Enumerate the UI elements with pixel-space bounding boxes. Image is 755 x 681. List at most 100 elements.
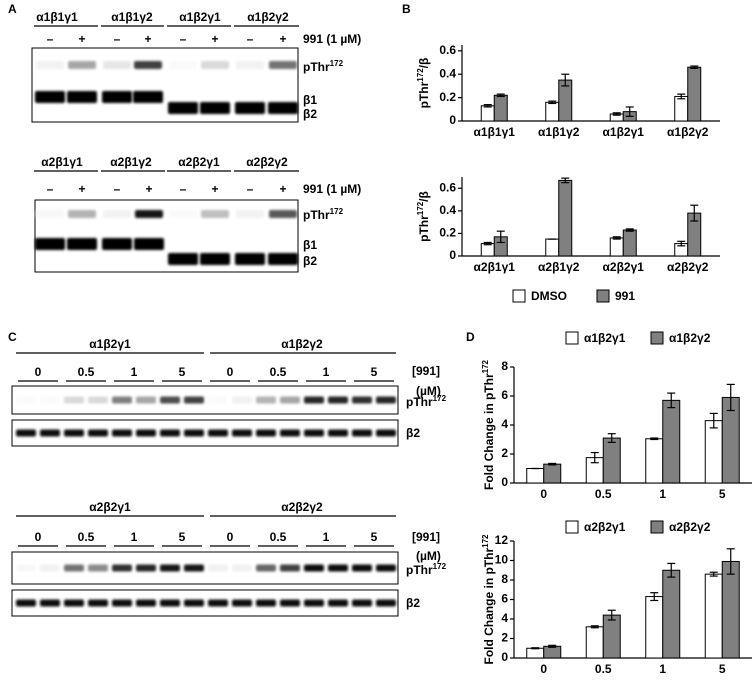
blot-band [269,61,297,69]
bar [585,626,604,659]
blot-band [184,599,204,607]
text-part: pThr [406,395,433,409]
dose-label: 0 [35,530,42,544]
blot-band [88,396,108,404]
blot-band [232,396,252,404]
blot-band [88,429,108,437]
superscript: 172 [433,394,447,403]
error-bar [677,93,686,100]
y-tick-label: 2 [501,446,508,460]
error-bar [650,592,659,602]
group-header: α2β1γ2 [110,155,152,169]
error-bar [612,112,621,116]
blot-band [168,102,198,114]
x-tick-label: 5 [719,662,726,676]
y-tick-label: 0.6 [439,43,456,57]
error-bar [726,548,735,575]
bar [662,569,681,659]
y-tick-label: 0.2 [439,226,456,240]
blot-band [269,210,297,218]
blot-band [68,210,96,218]
blot-band [268,102,298,114]
panel-label: A [8,2,17,16]
blot-band [136,396,156,404]
text-part: Fold Change in pThr [482,548,496,665]
blot-band [328,564,348,572]
label: β2 [303,107,317,121]
blot-band [328,396,348,404]
legend-label: α1β2γ1 [584,331,626,345]
blot-band [160,429,180,437]
blot-band [134,61,162,69]
bar [674,95,689,122]
treatment-sign: – [114,182,121,196]
dose-label: 0 [35,365,42,379]
legend-swatch [650,331,664,345]
blot-band [232,599,252,607]
blot-band [102,91,132,103]
blot-band [160,599,180,607]
blot-band [135,210,163,218]
bar [662,399,681,484]
superscript: 172 [481,534,490,548]
treatment-sign: + [78,182,85,196]
error-bar [709,412,718,429]
blot-band [64,599,84,607]
error-bar [496,230,505,244]
group-header: α1β2γ2 [247,10,289,24]
label: β2 [406,596,420,610]
x-tick-label: 0 [540,662,547,676]
blot-band [103,210,131,218]
dose-label: 0.5 [270,365,287,379]
y-tick-label: 8 [501,359,508,373]
y-tick-label: 2 [501,631,508,645]
panel-label: B [402,2,411,16]
dose-label: 5 [371,365,378,379]
dose-label: 0.5 [270,530,287,544]
label: pThr172 [303,59,344,75]
bar [704,573,723,659]
superscript: 172 [330,207,344,216]
blot-band [328,599,348,607]
label: pThr172/β [416,191,432,242]
blot-band [304,396,324,404]
blot-band [304,599,324,607]
x-tick-label: α2β1γ2 [538,260,580,274]
x-tick-label: 0.5 [595,487,612,501]
error-bar [590,451,599,464]
y-tick-label: 4 [501,611,508,625]
error-bar [483,241,492,246]
treatment-sign: – [180,182,187,196]
blot-band [67,91,97,103]
blot-band [208,564,228,572]
legend-swatch [650,520,664,534]
dose-label: 5 [371,530,378,544]
text-part: pThr [417,81,431,108]
blot-band [376,564,396,572]
x-tick-label: 0.5 [595,662,612,676]
blot-band [256,564,276,572]
error-bar [561,73,570,87]
blot-band [35,238,65,250]
error-bar [548,462,557,466]
error-bar [548,100,557,105]
group-header: α1β1γ1 [36,10,78,24]
legend-label: α2β2γ1 [584,520,626,534]
text-part: Fold Change in pThr [482,373,496,490]
blot-band [235,102,265,114]
group-header: α2β2γ1 [178,155,220,169]
error-bar [483,104,492,108]
bar [704,420,723,484]
blot-band [168,253,198,265]
y-tick-label: 0 [501,650,508,664]
legend-label: DMSO [531,289,567,303]
bar [493,94,508,122]
blot-band [256,396,276,404]
bar [645,596,664,659]
blot-band [208,396,228,404]
blot-band [280,396,300,404]
blot-band [88,599,108,607]
treatment-sign: – [247,32,254,46]
blot-band [235,253,265,265]
